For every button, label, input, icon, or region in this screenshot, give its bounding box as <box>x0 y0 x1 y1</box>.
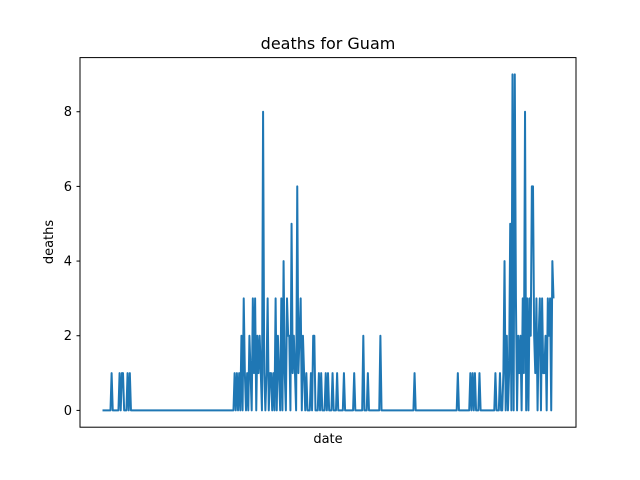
series-line-deaths <box>102 73 555 412</box>
x-axis-label: date <box>313 432 342 447</box>
y-axis: 0 2 4 6 8 <box>64 105 80 419</box>
y-axis-label: deaths <box>42 220 57 265</box>
y-tick-label: 6 <box>64 180 72 195</box>
plot-area <box>102 73 555 412</box>
y-tick-label: 8 <box>64 105 72 120</box>
chart-title: deaths for Guam <box>261 34 396 53</box>
y-tick-label: 2 <box>64 329 72 344</box>
plot-frame <box>79 57 577 428</box>
y-tick-label: 0 <box>64 404 72 419</box>
y-tick-label: 4 <box>64 255 72 270</box>
